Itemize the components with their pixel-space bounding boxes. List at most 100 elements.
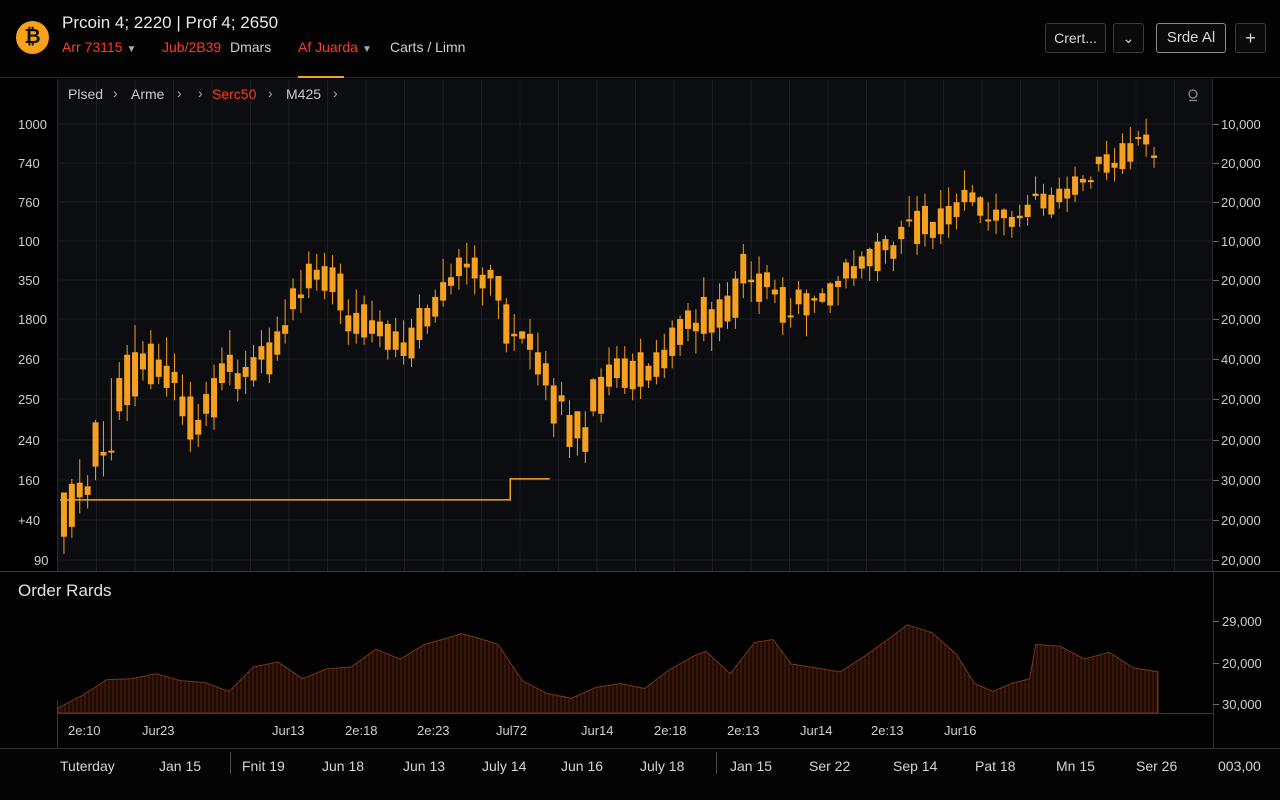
timeline-label: Mn 15: [1056, 758, 1095, 774]
candle-body: [850, 266, 857, 279]
candle-body: [684, 310, 691, 329]
subnav-item-charts-limit[interactable]: Carts / Limn: [390, 39, 466, 55]
order-book-axis-label: 20,000: [1222, 656, 1262, 671]
candle-body: [985, 219, 992, 222]
timeline-label: Ser 22: [809, 758, 851, 774]
order-book-x-label: Jur14: [800, 723, 833, 738]
y-axis-left-label: 740: [18, 156, 40, 171]
candle-body: [977, 197, 984, 216]
candle-body: [598, 376, 605, 414]
candle-body: [345, 315, 352, 332]
y-axis-right-tick: [1213, 440, 1219, 441]
candle-body: [724, 295, 731, 322]
candle-body: [1032, 193, 1039, 197]
y-axis-right-tick: [1213, 359, 1219, 360]
candle-body: [116, 378, 123, 412]
add-icon[interactable]: +: [1235, 23, 1266, 53]
order-book-x-label: Jur14: [581, 723, 614, 738]
candle-body: [471, 257, 478, 279]
candle-body: [937, 208, 944, 235]
candle-body: [677, 319, 684, 345]
candle-body: [297, 294, 304, 299]
timeline-label: Sep 14: [893, 758, 938, 774]
candle-body: [218, 363, 225, 383]
breadcrumb-item-placed[interactable]: Plsed: [68, 86, 104, 102]
candle-body: [787, 315, 794, 318]
chevron-down-icon[interactable]: ⌄: [1113, 23, 1144, 53]
chevron-right-icon: ›: [268, 85, 273, 101]
candle-body: [108, 450, 115, 453]
candle-body: [455, 257, 462, 277]
y-axis-right-label: 20,000: [1221, 312, 1261, 327]
y-axis-left-label: 90: [34, 553, 49, 568]
candle-body: [534, 352, 541, 375]
subnav-item-juarda[interactable]: Af Juarda ▼: [298, 39, 372, 55]
candle-body: [566, 414, 573, 447]
timeline-separator: [716, 752, 717, 774]
candle-body: [803, 293, 810, 316]
candle-body: [68, 483, 75, 527]
candle-body: [487, 269, 494, 279]
candle-body: [613, 358, 620, 379]
candle-body: [408, 327, 415, 359]
candle-body: [866, 248, 873, 267]
side-all-button[interactable]: Srde Al: [1156, 23, 1226, 53]
candle-body: [1016, 215, 1023, 219]
order-book-x-label: Jul72: [496, 723, 528, 738]
y-axis-right-tick: [1213, 399, 1219, 400]
timeline-label: Pat 18: [975, 758, 1016, 774]
candle-body: [621, 358, 628, 388]
candle-body: [463, 263, 470, 268]
breadcrumb-item-arme[interactable]: Arme: [131, 86, 165, 102]
subnav-item-date[interactable]: Jub/2B39: [162, 39, 222, 55]
candle-body: [282, 325, 289, 334]
y-axis-right-label: 20,000: [1221, 433, 1261, 448]
y-axis-right-label: 10,000: [1221, 234, 1261, 249]
timeline-label: Jun 13: [403, 758, 446, 774]
candle-body: [819, 293, 826, 302]
candle-body: [914, 210, 921, 245]
candle-body: [906, 219, 913, 222]
subnav-item-price[interactable]: Arr 73115 ▼: [62, 39, 136, 55]
candle-body: [290, 288, 297, 310]
candle-body: [132, 352, 139, 397]
candle-body: [250, 357, 257, 381]
candle-body: [993, 209, 1000, 221]
timeline-label: Jun 16: [561, 758, 604, 774]
breadcrumb-item-serc50[interactable]: Serc50: [212, 86, 257, 102]
chart-type-button[interactable]: Crert...: [1045, 23, 1106, 53]
y-axis-right-label: 30,000: [1221, 473, 1261, 488]
candle-body: [179, 396, 186, 417]
breadcrumb-item-m425[interactable]: M425: [286, 86, 322, 102]
candle-body: [479, 274, 486, 289]
candle-body: [953, 202, 960, 217]
order-book-x-label: 2e:10: [68, 723, 101, 738]
candle-body: [503, 304, 510, 344]
timeline-label: Jun 18: [322, 758, 365, 774]
order-book-axis-label: 29,000: [1222, 614, 1262, 629]
candle-body: [1024, 204, 1031, 217]
candle-body: [60, 492, 67, 537]
candle-body: [76, 482, 83, 498]
candle-body: [890, 245, 897, 259]
time-navigator[interactable]: [0, 748, 1280, 800]
subnav-item-dmars[interactable]: Dmars: [230, 39, 272, 55]
candle-body: [321, 266, 328, 291]
y-axis-right-label: 20,000: [1221, 392, 1261, 407]
candle-body: [124, 354, 131, 406]
candle-body: [842, 262, 849, 279]
candle-body: [550, 385, 557, 424]
order-book-x-label: Jur23: [142, 723, 175, 738]
candle-body: [779, 287, 786, 323]
candle-body: [763, 272, 770, 288]
candle-body: [353, 312, 360, 334]
candle-body: [242, 367, 249, 377]
y-axis-right-tick: [1213, 163, 1219, 164]
candle-body: [716, 299, 723, 328]
candle-body: [511, 333, 518, 337]
candle-body: [756, 273, 763, 302]
snapshot-icon[interactable]: [1186, 88, 1200, 102]
panel-divider[interactable]: [0, 571, 1280, 572]
